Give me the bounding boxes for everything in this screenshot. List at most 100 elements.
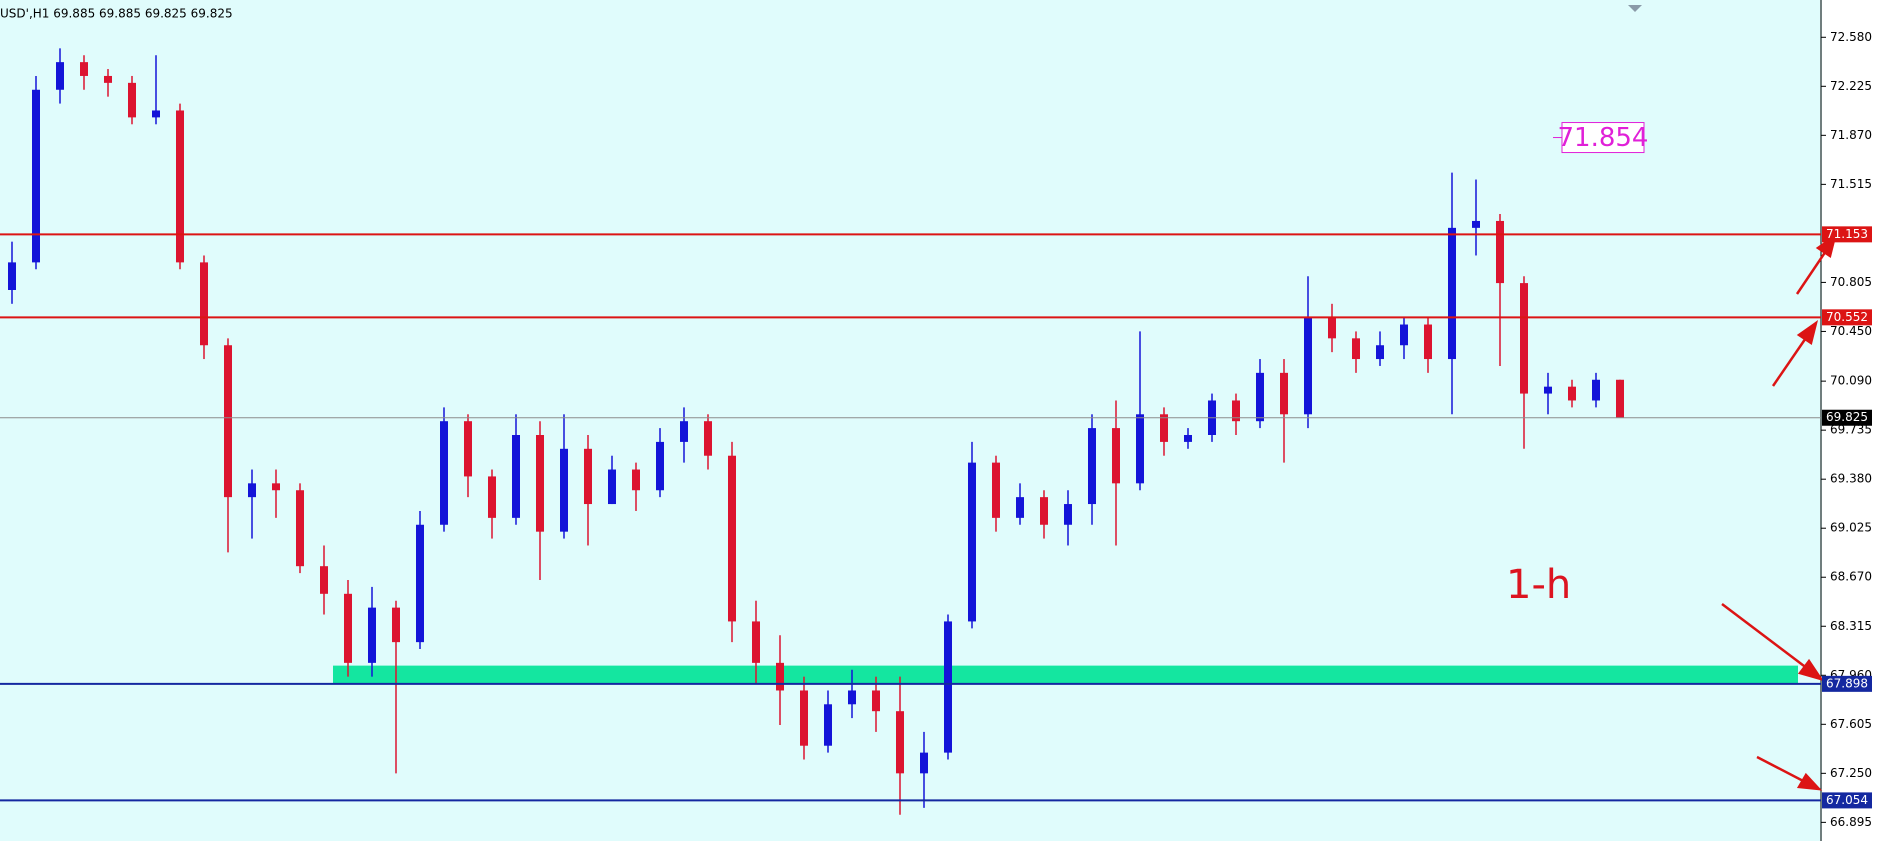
level-label: 69.825 [1826, 410, 1868, 424]
candle-body [824, 704, 832, 746]
candle-body [1088, 428, 1096, 505]
candle-body [584, 448, 592, 505]
y-tick-label: 70.090 [1830, 374, 1872, 388]
candle-body [1448, 227, 1456, 360]
candle-body [728, 455, 736, 622]
level-label: 67.898 [1826, 676, 1868, 690]
y-tick-label: 67.250 [1830, 766, 1872, 780]
candle-body [848, 690, 856, 705]
candle-body [632, 469, 640, 491]
candle-body [392, 607, 400, 643]
candle-body [944, 621, 952, 753]
candle-body [1400, 324, 1408, 346]
y-tick-label: 69.380 [1830, 472, 1872, 486]
candle-body [1496, 220, 1504, 284]
candle-body [1184, 435, 1192, 442]
candle-body [128, 82, 136, 118]
candle-body [272, 483, 280, 491]
candle-body [224, 345, 232, 498]
candle-body [1328, 317, 1336, 339]
y-tick-label: 72.580 [1830, 30, 1872, 44]
level-tag [1822, 675, 1872, 692]
y-tick-label: 70.805 [1830, 275, 1872, 289]
candle-body [1232, 400, 1240, 422]
y-tick-label: 69.025 [1830, 521, 1872, 535]
candle-body [152, 110, 160, 118]
y-tick-label: 66.895 [1830, 815, 1872, 829]
candle-body [752, 621, 760, 663]
candle-body [1520, 283, 1528, 394]
candle-body [1280, 372, 1288, 415]
y-tick-label: 69.735 [1830, 423, 1872, 437]
candle-body [320, 566, 328, 594]
candle-body [1136, 414, 1144, 484]
arrow [1771, 331, 1812, 387]
candle-body [104, 75, 112, 83]
candle-body [80, 62, 88, 76]
candle-body [776, 662, 784, 691]
candle-body [1376, 345, 1384, 360]
candle-body [1016, 497, 1024, 518]
candle-body [656, 441, 664, 491]
candle-body [896, 711, 904, 774]
candle-body [992, 462, 1000, 518]
y-tick-label: 71.870 [1830, 128, 1872, 142]
candle-body [512, 435, 520, 518]
candle-body [536, 435, 544, 532]
candle-body [1592, 379, 1600, 401]
level-tag [1822, 309, 1872, 326]
annotation: 1-h [1506, 562, 1571, 608]
y-tick-label: 72.225 [1830, 79, 1872, 93]
candle-body [464, 421, 472, 477]
candle-body [872, 690, 880, 712]
arrow-head [1796, 320, 1819, 346]
candle-body [1544, 386, 1552, 394]
scroll-marker [1628, 5, 1642, 12]
arrow-head [1796, 772, 1823, 791]
candle-body [968, 462, 976, 622]
candle-body [704, 421, 712, 456]
candle-body [1112, 428, 1120, 484]
level-label: 71.153 [1826, 227, 1868, 241]
candle-body [440, 421, 448, 525]
candle-body [344, 593, 352, 663]
candle-body [56, 62, 64, 90]
candle-body [32, 89, 40, 263]
arrow-head [1797, 658, 1824, 682]
candle-body [488, 476, 496, 518]
candle-body [368, 607, 376, 663]
level-label: 67.054 [1826, 793, 1868, 807]
candle-body [608, 469, 616, 505]
candle-body [680, 421, 688, 442]
candle-body [1160, 414, 1168, 442]
candle-body [200, 262, 208, 346]
candle-body [920, 752, 928, 774]
level-label: 70.552 [1826, 310, 1868, 324]
candle-body [1352, 338, 1360, 360]
candle-body [560, 448, 568, 532]
candle-body [1256, 372, 1264, 422]
candle-body [800, 690, 808, 746]
candle-body [1304, 317, 1312, 415]
y-tick-label: 71.515 [1830, 177, 1872, 191]
price-label: 71.854 [1558, 123, 1649, 153]
arrow [1756, 755, 1810, 786]
candle-body [1424, 324, 1432, 360]
candle-body [1040, 497, 1048, 525]
price-label-box [1561, 122, 1645, 154]
chart-title: USD',H1 69.885 69.885 69.825 69.825 [0, 7, 233, 21]
support-zone [333, 665, 1798, 684]
arrow [1721, 603, 1813, 673]
candle-body [1472, 220, 1480, 228]
level-tag [1822, 792, 1872, 809]
y-tick-label: 70.450 [1830, 324, 1872, 338]
level-tag [1822, 226, 1872, 243]
candle-body [1616, 379, 1624, 418]
level-tag [1822, 409, 1872, 426]
candle-body [416, 524, 424, 643]
y-tick-label: 67.605 [1830, 717, 1872, 731]
candle-body [8, 262, 16, 290]
candle-body [176, 110, 184, 263]
candle-body [296, 490, 304, 567]
